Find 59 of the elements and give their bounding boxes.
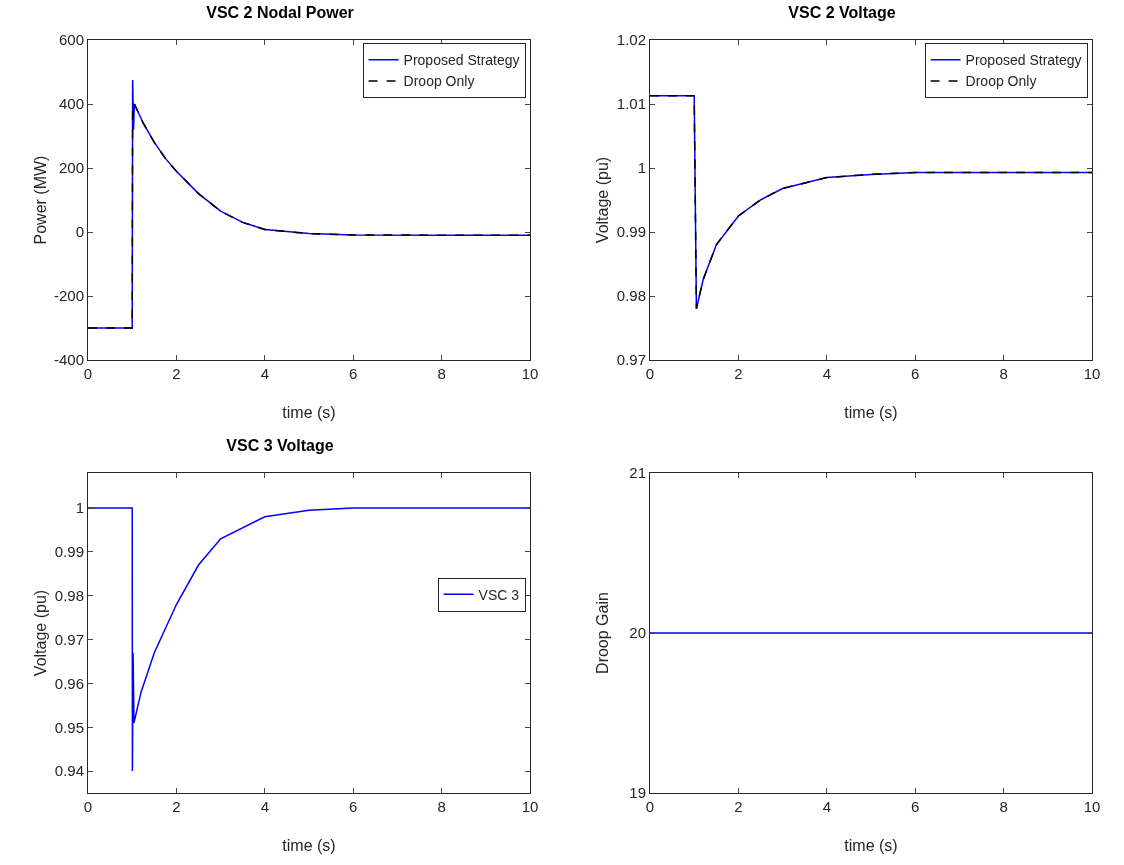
x-tick-label: 2 [172, 798, 181, 815]
x-tick-label: 10 [521, 365, 539, 382]
y-tick-label: 0.99 [616, 223, 646, 241]
x-axis-title: time (s) [282, 404, 336, 421]
y-tick-label: 0.98 [616, 287, 646, 305]
y-tick-label: 1.01 [616, 95, 646, 113]
x-tick-label: 8 [999, 798, 1008, 815]
y-tick-label: 19 [629, 784, 646, 802]
y-tick-label: 1 [75, 499, 84, 517]
x-axis-title: time (s) [844, 837, 898, 854]
y-axis-title: Power (MW) [32, 155, 49, 245]
x-tick-label: 6 [911, 365, 920, 382]
y-axis-title: Voltage (pu) [32, 589, 49, 677]
y-tick-label: -200 [53, 287, 84, 305]
legend-label: Droop Only [965, 73, 1037, 90]
x-axis-title: time (s) [844, 404, 898, 421]
y-tick-label: 200 [58, 159, 84, 177]
x-tick-label: 2 [734, 365, 743, 382]
x-tick-label: 10 [521, 798, 539, 815]
legend-label: Proposed Strategy [965, 52, 1082, 69]
y-tick-label: 0 [75, 223, 84, 241]
chart-title: VSC 2 Nodal Power [206, 3, 354, 21]
x-tick-label: 2 [172, 365, 181, 382]
x-tick-label: 4 [260, 365, 269, 382]
y-tick-label: 0.98 [54, 586, 84, 604]
y-tick-label: 0.97 [616, 351, 646, 369]
legend-label: Proposed Strategy [403, 52, 520, 69]
x-tick-label: 6 [349, 798, 358, 815]
y-tick-label: -400 [53, 351, 84, 369]
y-tick-label: 0.99 [54, 543, 84, 561]
chart-title: VSC 3 Voltage [226, 436, 334, 454]
chart-title: VSC 2 Voltage [788, 3, 896, 21]
legend-label: Droop Only [403, 73, 475, 90]
x-tick-label: 4 [822, 365, 831, 382]
x-tick-label: 8 [437, 365, 446, 382]
y-tick-label: 0.94 [54, 762, 84, 780]
x-tick-label: 4 [260, 798, 269, 815]
y-tick-label: 1 [637, 159, 646, 177]
x-tick-label: 2 [734, 798, 743, 815]
legend-label: VSC 3 [478, 586, 520, 603]
y-tick-label: 20 [629, 624, 646, 642]
y-tick-label: 1.02 [616, 31, 646, 49]
x-tick-label: 10 [1083, 365, 1101, 382]
y-tick-label: 0.97 [54, 630, 84, 648]
y-axis-title: Voltage (pu) [594, 156, 611, 244]
y-tick-label: 0.95 [54, 718, 84, 736]
x-tick-label: 8 [437, 798, 446, 815]
x-tick-label: 4 [822, 798, 831, 815]
y-axis-title: Droop Gain [594, 592, 611, 674]
x-tick-label: 10 [1083, 798, 1101, 815]
y-tick-label: 400 [58, 95, 84, 113]
y-tick-label: 600 [58, 31, 84, 49]
x-tick-label: 8 [999, 365, 1008, 382]
x-tick-label: 6 [911, 798, 920, 815]
line-series [650, 94, 1092, 310]
y-tick-label: 21 [629, 464, 646, 482]
x-axis-title: time (s) [282, 837, 336, 854]
x-tick-label: 6 [349, 365, 358, 382]
y-tick-label: 0.96 [54, 674, 84, 692]
